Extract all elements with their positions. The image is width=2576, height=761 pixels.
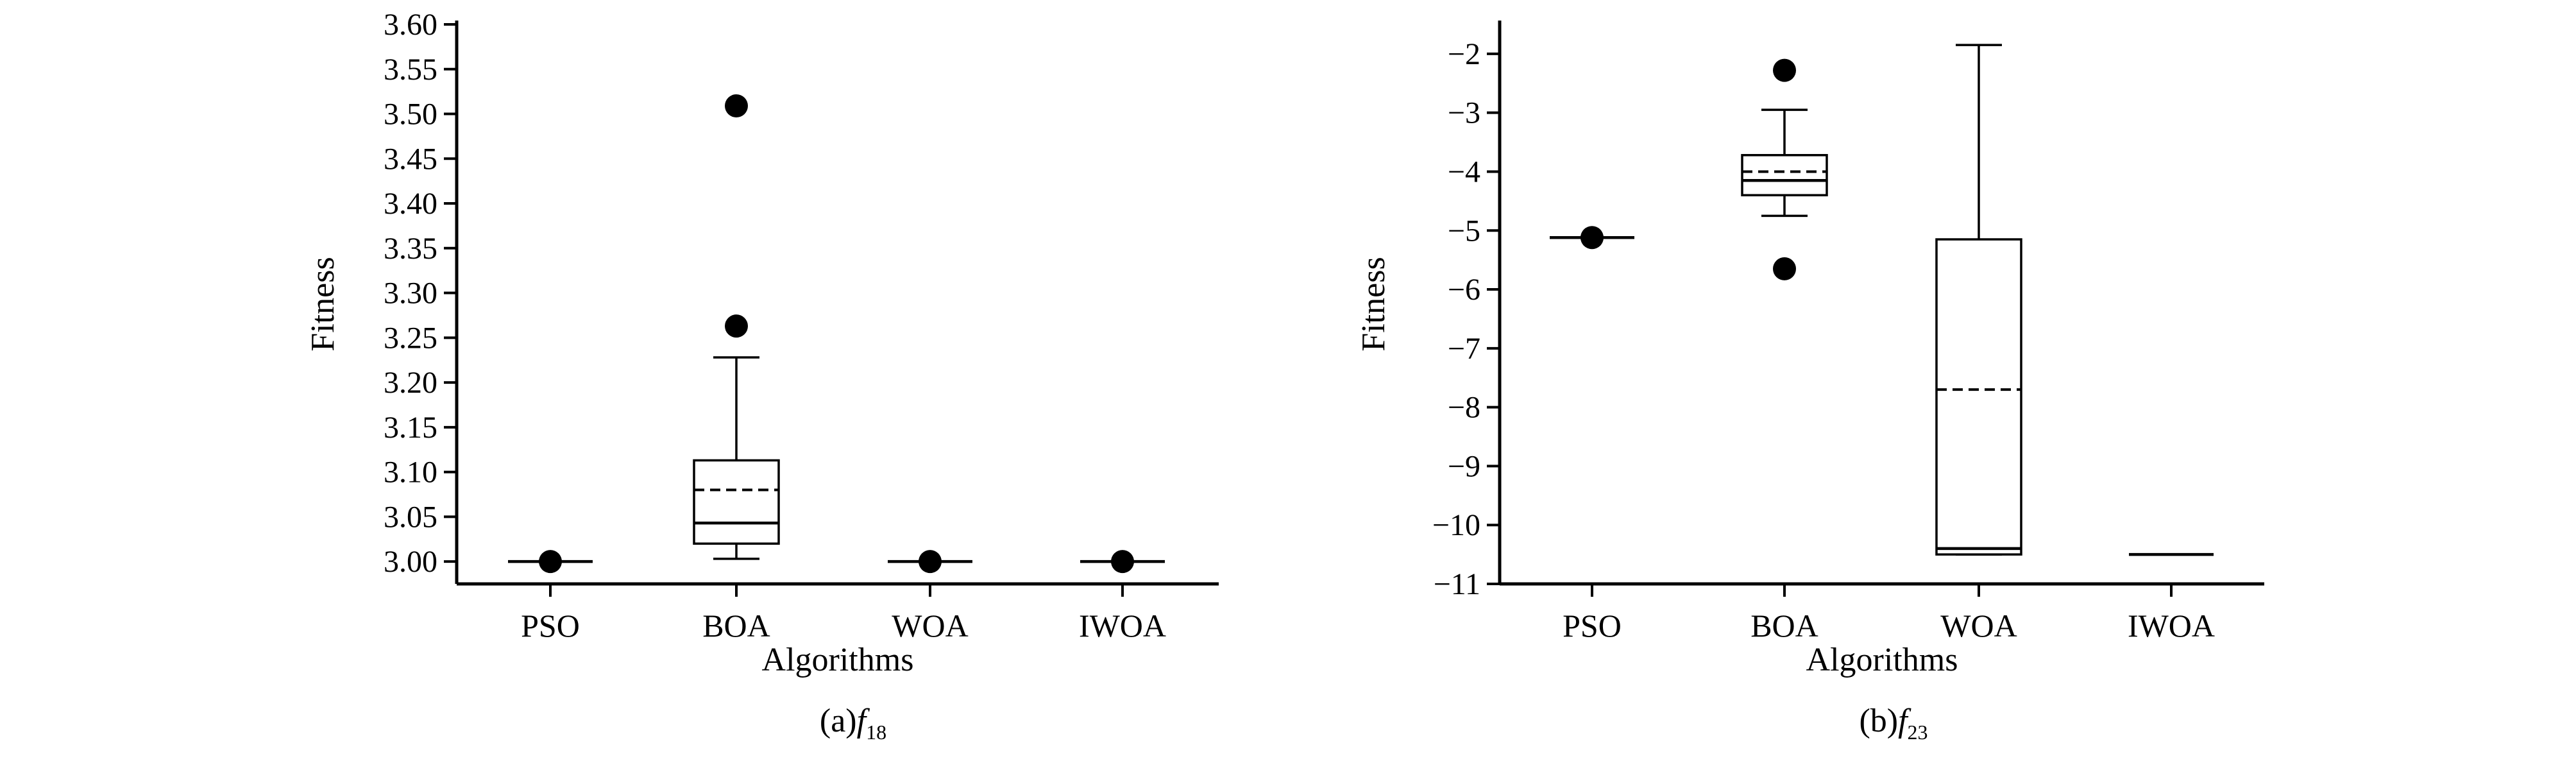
y-tick-label: −7: [1448, 332, 1480, 366]
x-axis-label: Algorithms: [1806, 642, 1958, 678]
y-tick-label: 3.40: [384, 187, 437, 221]
iqr-box: [693, 459, 780, 545]
x-tick-label: WOA: [1940, 608, 2017, 644]
y-tick-label: 3.05: [384, 500, 437, 534]
x-axis-label: Algorithms: [762, 642, 914, 678]
x-tick-label: PSO: [521, 608, 580, 644]
y-tick-label: 3.45: [384, 142, 437, 176]
y-tick-label: −8: [1448, 391, 1480, 425]
outlier-point: [539, 550, 562, 574]
caption-subscript: 18: [866, 721, 886, 744]
box-boa: [693, 94, 780, 560]
chart-panel-b: −2 −3 −4 −5 −6 −7 −8 −9 −10 −11 PSO BOA WOA IWOA Algor…: [1355, 21, 2264, 744]
box-woa: [888, 550, 972, 574]
x-tick-label: BOA: [1750, 608, 1818, 644]
y-tick-label: 3.20: [384, 366, 437, 400]
panel-caption: (a)f18: [820, 703, 886, 744]
caption-subscript: 23: [1908, 721, 1928, 744]
x-tick-label: IWOA: [2128, 608, 2215, 644]
box-pso: [1550, 226, 1634, 250]
panel-caption: (b)f23: [1859, 703, 1928, 744]
y-tick-label: 3.35: [384, 232, 437, 266]
y-tick-label: 3.00: [384, 545, 437, 579]
x-tick-label: WOA: [892, 608, 968, 644]
outlier-point: [725, 314, 748, 338]
y-tick-label: −11: [1434, 567, 1480, 601]
outlier-point: [1111, 550, 1134, 574]
outlier-point: [919, 550, 942, 574]
y-tick-label: −10: [1432, 508, 1480, 542]
box-iwoa: [1080, 550, 1165, 574]
y-axis-label: Fitness: [1355, 257, 1392, 351]
y-tick-label: 3.55: [384, 53, 437, 87]
outlier-point: [1773, 257, 1796, 280]
y-tick-label: 3.30: [384, 277, 437, 311]
y-tick-label: −4: [1448, 155, 1480, 189]
chart-panel-a: 3.00 3.05 3.10 3.15 3.20 3.25 3.30 3.35 3.40 3.45…: [305, 8, 1219, 744]
y-tick-label: 3.50: [384, 98, 437, 132]
caption-prefix: (b): [1859, 703, 1898, 739]
y-tick-label: 3.15: [384, 411, 437, 445]
box-pso: [508, 550, 593, 574]
outlier-point: [1773, 58, 1796, 82]
iqr-box: [1935, 238, 2022, 556]
y-tick-label: 3.25: [384, 321, 437, 355]
y-tick-label: −9: [1448, 449, 1480, 483]
caption-prefix: (a): [820, 703, 857, 739]
y-axis-label: Fitness: [305, 257, 341, 351]
outlier-point: [1580, 226, 1604, 250]
iqr-box: [1741, 154, 1828, 196]
y-tick-label: −6: [1448, 273, 1480, 307]
x-tick-label: IWOA: [1079, 608, 1166, 644]
y-tick-label: −5: [1448, 214, 1480, 248]
y-tick-label: −2: [1448, 37, 1480, 71]
y-tick-label: 3.10: [384, 456, 437, 490]
outlier-point: [725, 94, 748, 117]
y-tick-label: 3.60: [384, 8, 437, 42]
x-tick-label: PSO: [1563, 608, 1622, 644]
y-tick-label: −3: [1448, 96, 1480, 130]
x-tick-label: BOA: [702, 608, 770, 644]
box-woa: [1935, 44, 2022, 556]
box-boa: [1741, 58, 1828, 280]
